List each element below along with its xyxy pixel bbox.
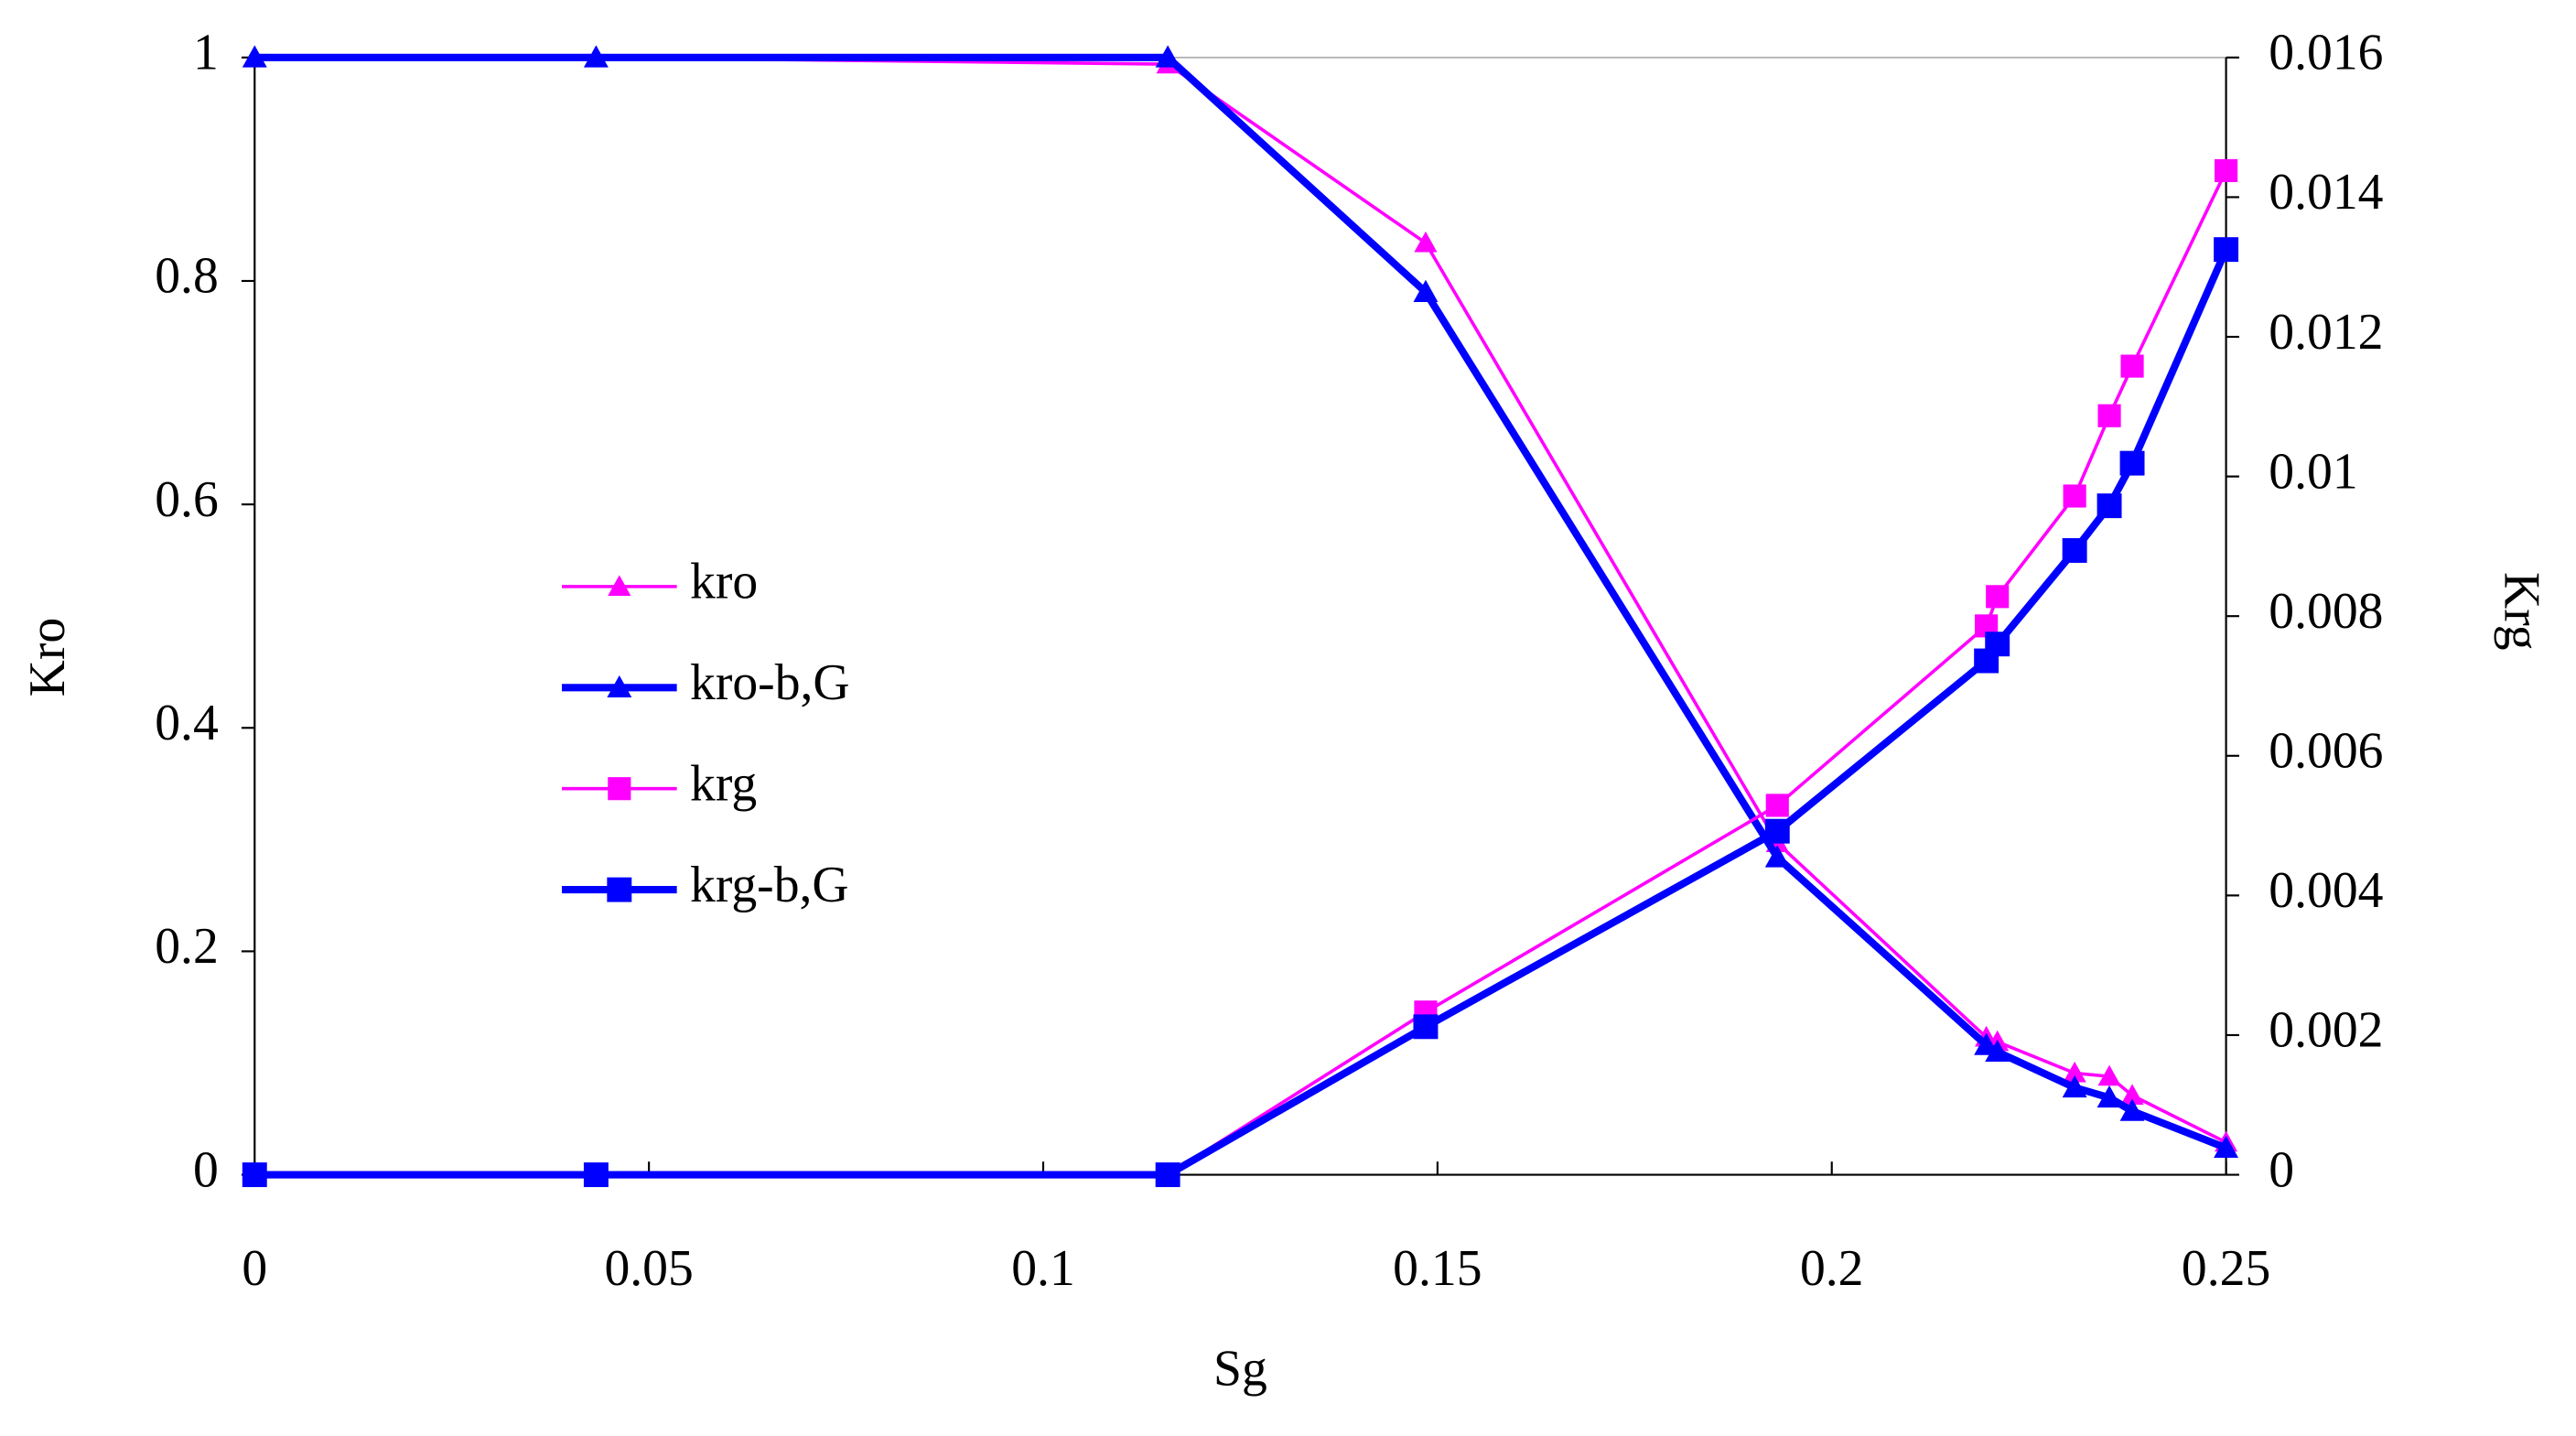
- x-tick-label: 0.1: [1011, 1240, 1075, 1297]
- legend-label: krg: [690, 755, 757, 812]
- y-tick-label: 0.4: [155, 695, 219, 751]
- x-tick-label: 0.05: [604, 1240, 693, 1297]
- series-line: [254, 56, 2227, 1144]
- data-point: [1985, 1039, 2010, 1063]
- series-line: [254, 169, 2228, 1177]
- legend-label: kro: [690, 554, 758, 610]
- data-point: [2119, 450, 2145, 476]
- data-point: [2062, 538, 2087, 563]
- data-point: [2063, 1061, 2086, 1083]
- y2-tick-label: 0.016: [2269, 25, 2383, 81]
- data-point: [1155, 45, 1180, 68]
- data-point: [2120, 1084, 2144, 1105]
- data-point: [2119, 1098, 2145, 1121]
- legend-marker: [607, 675, 632, 698]
- data-point: [2214, 1135, 2239, 1159]
- x-tick-label: 0.2: [1800, 1240, 1864, 1297]
- y-tick-label: 0.2: [155, 918, 219, 975]
- legend-marker: [608, 575, 631, 596]
- y2-tick-label: 0.006: [2269, 723, 2383, 780]
- data-point: [583, 1162, 609, 1188]
- y2-tick-label: 0: [2269, 1141, 2294, 1198]
- data-point: [242, 1162, 267, 1188]
- data-point: [1765, 794, 1789, 817]
- data-point: [1413, 1014, 1439, 1040]
- data-point: [1414, 231, 1438, 253]
- data-point: [2214, 237, 2239, 263]
- x-tick-label: 0.25: [2182, 1240, 2270, 1297]
- y2-tick-label: 0.014: [2269, 164, 2383, 221]
- series-line: [254, 248, 2230, 1179]
- data-point: [1986, 585, 2010, 609]
- y2-tick-label: 0.012: [2269, 304, 2383, 361]
- x-axis-label: Sg: [1213, 1341, 1267, 1398]
- data-point: [1155, 1162, 1180, 1188]
- y-axis-label: Kro: [19, 618, 76, 697]
- data-point: [2097, 1064, 2121, 1086]
- data-point: [2215, 158, 2238, 182]
- data-point: [242, 45, 267, 68]
- data-point: [2120, 354, 2144, 378]
- y2-tick-label: 0.002: [2269, 1002, 2383, 1059]
- data-point: [1764, 845, 1790, 868]
- data-point: [2096, 493, 2122, 519]
- legend-marker: [607, 877, 632, 902]
- data-point: [1985, 632, 2010, 657]
- data-point: [2096, 1085, 2122, 1108]
- legend-label: krg-b,G: [690, 857, 849, 913]
- x-tick-label: 0.15: [1393, 1240, 1482, 1297]
- y2-tick-label: 0.004: [2269, 862, 2383, 919]
- data-point: [1413, 279, 1439, 302]
- y2-tick-label: 0.01: [2269, 443, 2357, 500]
- data-point: [583, 45, 609, 68]
- data-point: [1764, 818, 1790, 844]
- x-tick-label: 0: [242, 1240, 267, 1297]
- data-point: [2097, 404, 2121, 427]
- data-point: [2062, 1074, 2087, 1098]
- legend-label: kro-b,G: [690, 654, 850, 711]
- legend-marker: [608, 777, 631, 801]
- y-tick-label: 0.6: [155, 471, 219, 528]
- y2-axis-label: Krg: [2494, 572, 2550, 651]
- plot-frame: [253, 56, 2227, 1176]
- y-tick-label: 1: [193, 25, 219, 81]
- y-tick-label: 0.8: [155, 248, 219, 305]
- data-point: [2063, 484, 2086, 508]
- y-tick-label: 0: [193, 1141, 219, 1198]
- y2-tick-label: 0.008: [2269, 583, 2383, 640]
